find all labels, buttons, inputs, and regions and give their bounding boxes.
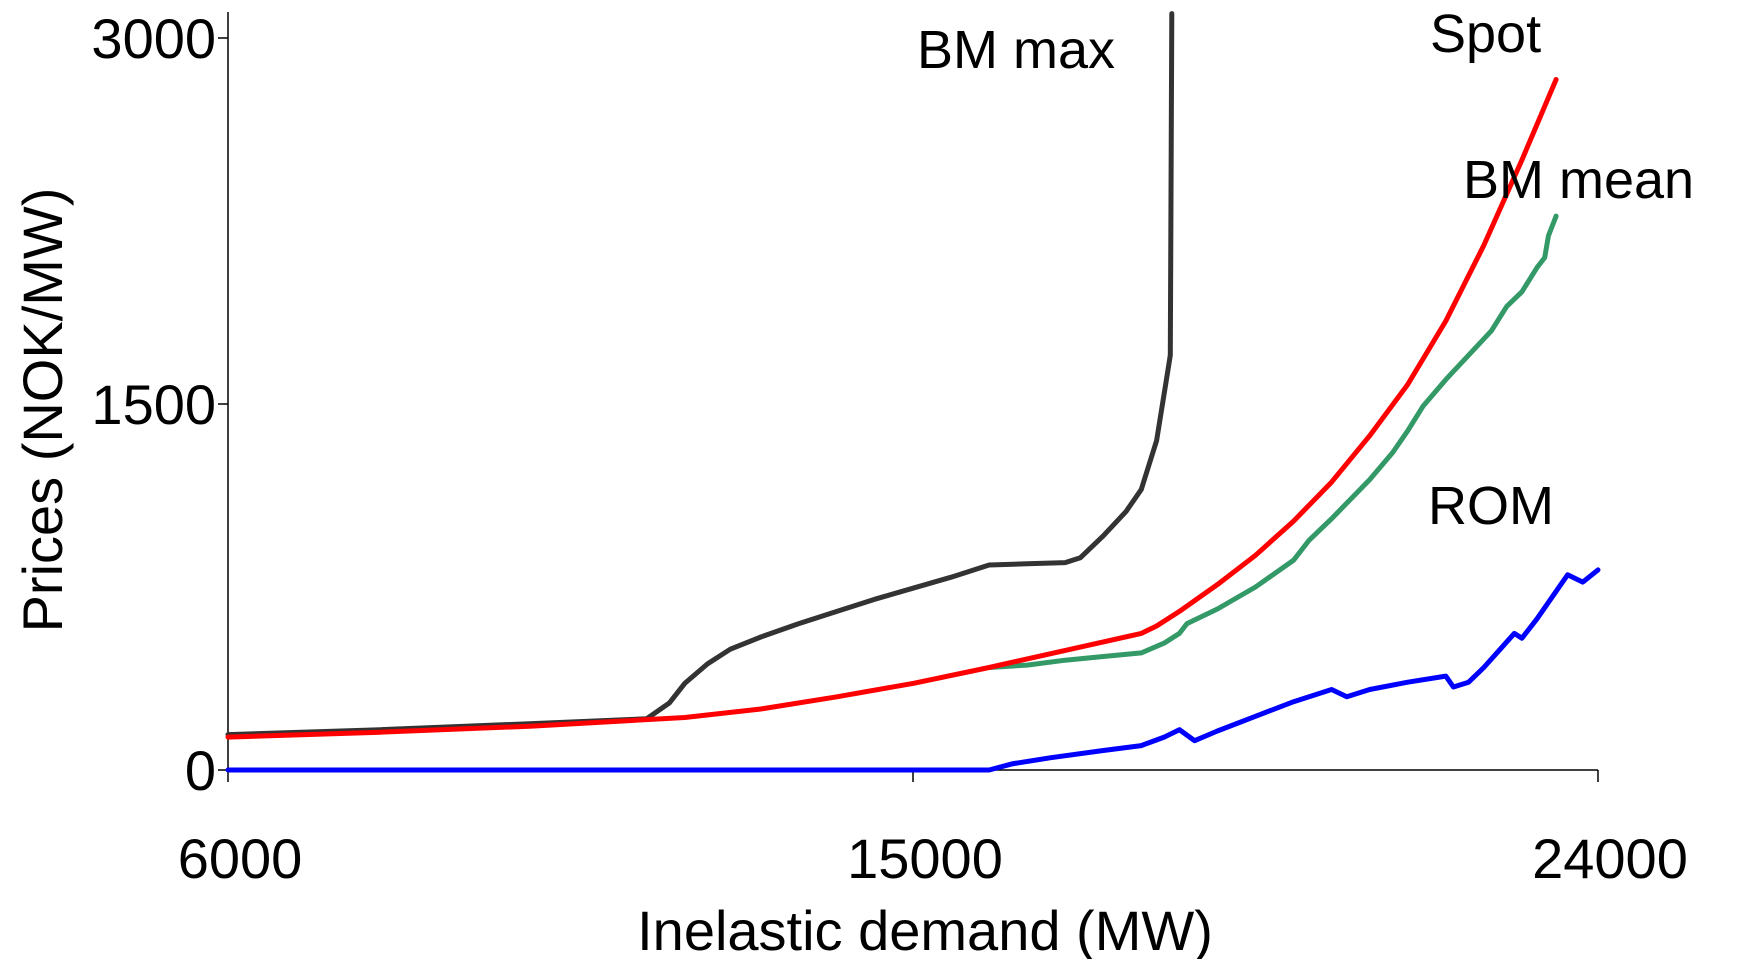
series-label-bm-max: BM max (917, 20, 1115, 80)
series-label-rom: ROM (1428, 476, 1554, 536)
y-axis-title: Prices (NOK/MW) (11, 188, 74, 633)
axes: 0 1500 3000 6000 15000 24000 (91, 7, 1687, 890)
y-tick-label: 0 (185, 739, 216, 802)
y-tick-label: 1500 (91, 373, 216, 436)
series-line-bm-max (225, 11, 1175, 738)
x-tick-label: 15000 (847, 827, 1003, 890)
series-line-spot (225, 77, 1559, 740)
x-axis-title: Inelastic demand (MW) (637, 899, 1213, 959)
x-tick-label: 24000 (1532, 827, 1688, 890)
series-lines (225, 11, 1601, 773)
y-tick-label: 3000 (91, 7, 216, 70)
series-line-rom (225, 567, 1601, 773)
series-labels: BM max Spot BM mean ROM (917, 4, 1694, 536)
series-label-bm-mean: BM mean (1463, 150, 1694, 210)
series-line-bm-mean (986, 213, 1559, 670)
x-tick-label: 6000 (178, 827, 303, 890)
series-label-spot: Spot (1430, 4, 1541, 64)
